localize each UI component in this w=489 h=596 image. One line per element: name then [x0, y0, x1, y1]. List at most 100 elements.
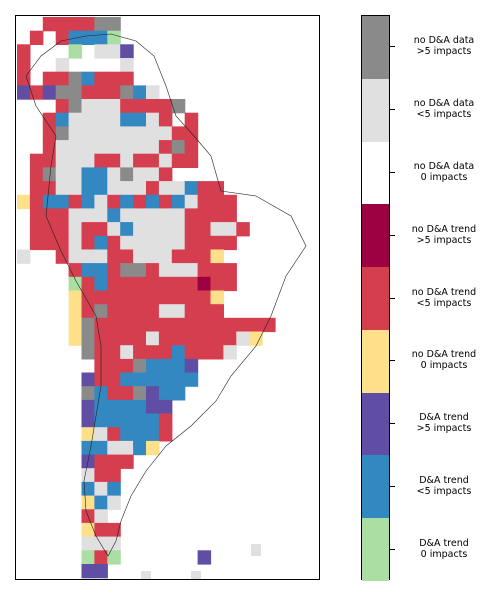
grid-cell: [107, 112, 121, 127]
grid-cell: [171, 235, 186, 251]
grid-cell: [29, 235, 44, 251]
grid-cell: [133, 194, 147, 210]
grid-cell: [197, 263, 212, 278]
grid-cell: [158, 386, 173, 401]
grid-cell: [133, 358, 147, 374]
grid-cell: [94, 99, 108, 114]
grid-cell: [68, 153, 83, 168]
grid-cell: [107, 71, 121, 86]
grid-cell: [81, 331, 95, 346]
grid-cell: [81, 276, 95, 292]
colorbar-label: no D&A trend >5 impacts: [411, 224, 477, 246]
grid-cell: [68, 167, 83, 182]
grid-cell: [120, 263, 134, 278]
grid-cell: [171, 276, 186, 292]
grid-cell: [81, 249, 95, 264]
grid-cell: [107, 140, 121, 155]
grid-cell: [107, 345, 121, 360]
grid-cell: [120, 112, 134, 127]
grid-cell: [107, 386, 121, 401]
grid-cell: [81, 454, 95, 469]
grid-cell: [184, 208, 199, 223]
grid-cell: [81, 468, 95, 483]
grid-cell: [29, 222, 44, 237]
grid-cell: [171, 317, 186, 333]
grid-cell: [133, 427, 147, 442]
colorbar-label: D&A trend >5 impacts: [416, 412, 472, 434]
colorbar-tick: [390, 423, 395, 424]
grid-cell: [171, 358, 186, 374]
grid-cell: [107, 99, 121, 114]
grid-cell: [68, 181, 83, 196]
grid-cell: [146, 153, 160, 168]
grid-cell: [81, 399, 95, 415]
grid-cell: [251, 544, 261, 556]
colorbar-label: no D&A data >5 impacts: [413, 35, 475, 57]
grid-cell: [146, 263, 160, 278]
colorbar-segment: [362, 204, 389, 268]
grid-cell: [107, 481, 121, 497]
grid-cell: [197, 276, 212, 292]
grid-cell: [94, 440, 108, 456]
grid-cell: [146, 112, 160, 127]
grid-cell: [120, 386, 134, 401]
grid-cell: [171, 372, 186, 387]
grid-cell: [94, 481, 108, 497]
grid-cell: [42, 181, 57, 196]
grid-cell: [81, 290, 95, 305]
grid-cell: [184, 345, 199, 360]
grid-cell: [55, 30, 70, 45]
grid-cell: [94, 153, 108, 168]
grid-cell: [184, 358, 199, 374]
grid-cell: [120, 140, 134, 155]
grid-cell: [107, 427, 121, 442]
grid-cell: [120, 276, 134, 292]
grid-cell: [81, 317, 95, 333]
grid-cell: [94, 263, 108, 278]
grid-cell: [146, 167, 160, 182]
grid-cell: [81, 413, 95, 428]
grid-cell: [197, 304, 212, 319]
grid-cell: [107, 413, 121, 428]
grid-cell: [42, 167, 57, 182]
grid-cell: [55, 153, 70, 168]
grid-cell: [146, 358, 160, 374]
grid-cell: [133, 263, 147, 278]
grid-cell: [81, 167, 95, 182]
grid-cell: [81, 208, 95, 223]
grid-cell: [171, 263, 186, 278]
colorbar-tick: [390, 235, 395, 236]
colorbar-label: no D&A trend 0 impacts: [411, 349, 477, 371]
grid-cell: [94, 17, 108, 32]
grid-cell: [81, 495, 95, 510]
grid-cell: [107, 249, 121, 264]
colorbar-segment: [362, 392, 389, 456]
grid-cell: [107, 167, 121, 182]
grid-cell: [197, 290, 212, 305]
grid-cell: [133, 276, 147, 292]
grid-cell: [133, 331, 147, 346]
grid-cell: [107, 454, 121, 469]
grid-cell: [158, 140, 173, 155]
colorbar-label: D&A trend <5 impacts: [416, 475, 472, 497]
grid-cell: [197, 181, 212, 196]
grid-cell: [146, 427, 160, 442]
grid-cell: [184, 304, 199, 319]
grid-cell: [68, 17, 83, 32]
grid-cell: [158, 345, 173, 360]
grid-cell: [146, 126, 160, 141]
grid-cell: [120, 85, 134, 100]
grid-cell: [94, 399, 108, 415]
grid-cell: [171, 304, 186, 319]
grid-cell: [94, 509, 108, 524]
grid-cell: [81, 536, 95, 551]
grid-cell: [68, 222, 83, 237]
grid-cell: [146, 440, 160, 456]
grid-cell: [81, 85, 95, 100]
grid-cell: [81, 140, 95, 155]
grid-cell: [68, 331, 83, 346]
grid-cell: [17, 249, 31, 264]
grid-cell: [68, 317, 83, 333]
grid-cell: [184, 372, 199, 387]
grid-cell: [94, 564, 108, 579]
